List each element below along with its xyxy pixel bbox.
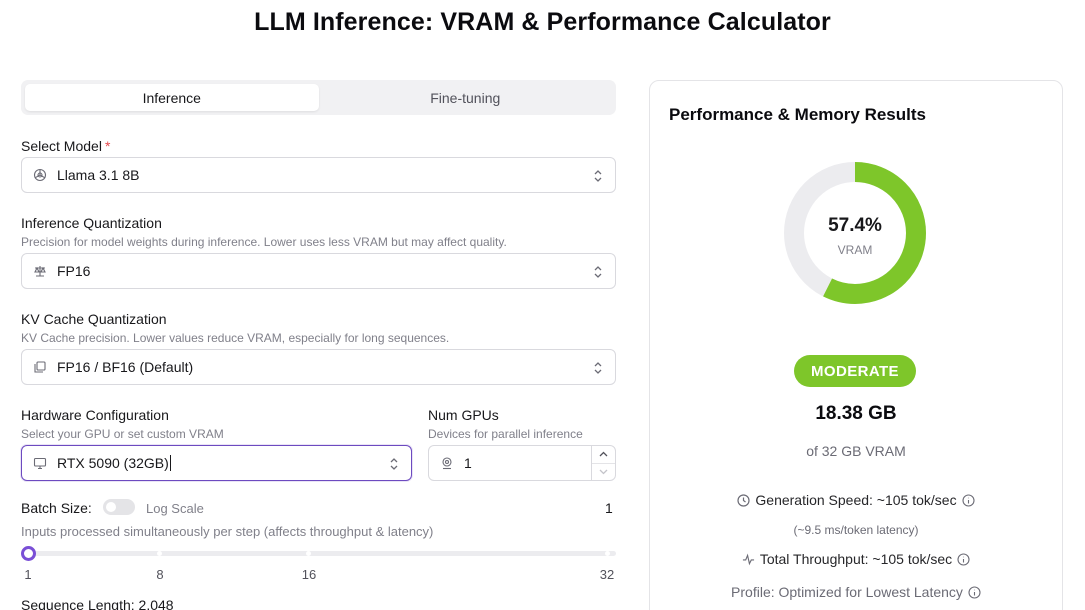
slider-step-dot <box>306 551 311 556</box>
info-icon[interactable] <box>962 493 975 507</box>
total-throughput-text: Total Throughput: ~105 tok/sec <box>759 551 953 567</box>
gpus-stepper <box>591 446 615 480</box>
decrement-button[interactable] <box>592 462 615 481</box>
vram-donut-chart <box>784 162 926 304</box>
kv-cache-hint: KV Cache precision. Lower values reduce … <box>21 331 450 345</box>
kv-cache-label: KV Cache Quantization <box>21 311 167 327</box>
kv-cache-select[interactable]: FP16 / BF16 (Default) <box>21 349 616 385</box>
vram-percent: 57.4% <box>828 215 882 236</box>
chevron-updown-icon <box>389 456 399 472</box>
info-icon[interactable] <box>968 585 981 599</box>
model-value: Llama 3.1 8B <box>57 167 140 183</box>
mode-tabs: Inference Fine-tuning <box>21 80 616 115</box>
quantization-value: FP16 <box>57 263 91 279</box>
sequence-label: Sequence Length: 2,048 <box>21 597 174 610</box>
log-scale-label: Log Scale <box>146 501 204 516</box>
gpu-icon <box>440 456 454 470</box>
batch-slider-thumb[interactable] <box>21 546 36 561</box>
scale-icon <box>33 264 47 278</box>
slider-tick-label: 1 <box>24 567 32 582</box>
activity-icon <box>742 552 755 566</box>
required-mark: * <box>104 138 111 154</box>
gpus-hint: Devices for parallel inference <box>428 427 583 441</box>
latency-text: (~9.5 ms/token latency) <box>793 523 919 537</box>
page-title: LLM Inference: VRAM & Performance Calcul… <box>254 8 831 36</box>
vram-percent-label: VRAM <box>837 243 873 257</box>
gpus-label: Num GPUs <box>428 407 499 423</box>
chevron-updown-icon <box>593 264 603 280</box>
vram-used: 18.38 GB <box>815 403 897 424</box>
log-scale-toggle[interactable] <box>103 499 135 515</box>
status-badge: MODERATE <box>794 355 916 387</box>
clock-icon <box>737 493 750 507</box>
hardware-value: RTX 5090 (32GB) <box>57 455 169 471</box>
hardware-hint: Select your GPU or set custom VRAM <box>21 427 224 441</box>
slider-step-dot <box>157 551 162 556</box>
generation-speed-text: Generation Speed: ~105 tok/sec <box>755 492 957 508</box>
increment-button[interactable] <box>592 446 615 463</box>
monitor-icon <box>33 456 47 470</box>
chevron-updown-icon <box>593 360 603 376</box>
generation-speed: Generation Speed: ~105 tok/sec <box>649 492 1063 508</box>
hardware-select[interactable]: RTX 5090 (32GB) <box>21 445 412 481</box>
gpus-value: 1 <box>464 455 472 471</box>
quantization-label: Inference Quantization <box>21 215 162 231</box>
slider-step-dot <box>605 551 610 556</box>
slider-tick-label: 8 <box>156 567 164 582</box>
results-title: Performance & Memory Results <box>669 105 926 124</box>
tab-fine-tuning[interactable]: Fine-tuning <box>430 89 501 106</box>
layers-icon <box>33 360 47 374</box>
profile-text: Profile: Optimized for Lowest Latency <box>731 584 963 600</box>
batch-value: 1 <box>605 500 613 516</box>
hardware-label: Hardware Configuration <box>21 407 169 423</box>
slider-tick-label: 32 <box>599 567 615 582</box>
chevron-updown-icon <box>593 168 603 184</box>
text-caret <box>169 455 171 471</box>
openai-logo-icon <box>33 168 47 182</box>
batch-label: Batch Size: <box>21 500 92 516</box>
batch-hint: Inputs processed simultaneously per step… <box>21 524 434 539</box>
donut-arc <box>784 162 926 304</box>
model-select[interactable]: Llama 3.1 8B <box>21 157 616 193</box>
total-throughput: Total Throughput: ~105 tok/sec <box>649 551 1063 567</box>
tab-inference[interactable]: Inference <box>25 84 319 111</box>
gpus-input[interactable]: 1 <box>428 445 616 481</box>
batch-slider-track[interactable] <box>28 551 616 556</box>
vram-total: of 32 GB VRAM <box>806 443 906 459</box>
quantization-hint: Precision for model weights during infer… <box>21 235 507 249</box>
model-label: Select Model * <box>21 138 111 154</box>
info-icon[interactable] <box>957 552 970 566</box>
profile: Profile: Optimized for Lowest Latency <box>649 584 1063 600</box>
kv-cache-value: FP16 / BF16 (Default) <box>57 359 194 375</box>
quantization-select[interactable]: FP16 <box>21 253 616 289</box>
slider-tick-label: 16 <box>301 567 317 582</box>
